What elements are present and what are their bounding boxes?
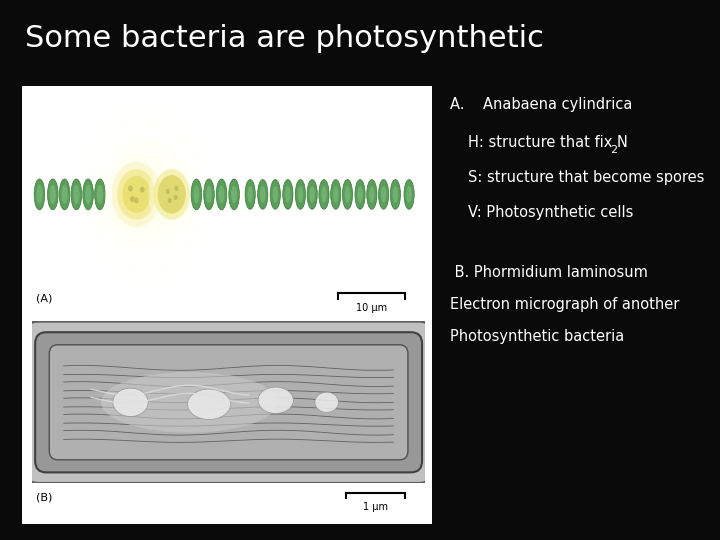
Ellipse shape — [73, 185, 79, 204]
Ellipse shape — [166, 189, 170, 194]
Ellipse shape — [283, 179, 293, 209]
Ellipse shape — [204, 179, 215, 210]
Ellipse shape — [91, 119, 201, 269]
Ellipse shape — [48, 179, 58, 210]
Ellipse shape — [231, 185, 237, 203]
Ellipse shape — [307, 179, 318, 209]
Ellipse shape — [61, 185, 68, 204]
Text: H: H — [133, 119, 140, 128]
Ellipse shape — [96, 185, 103, 204]
Ellipse shape — [258, 387, 293, 414]
Ellipse shape — [134, 197, 139, 204]
Ellipse shape — [379, 179, 389, 209]
Ellipse shape — [153, 169, 190, 220]
Ellipse shape — [315, 392, 338, 413]
Ellipse shape — [319, 179, 329, 209]
Ellipse shape — [85, 185, 91, 204]
Ellipse shape — [404, 179, 414, 209]
Ellipse shape — [392, 186, 398, 202]
Ellipse shape — [258, 179, 268, 209]
Ellipse shape — [78, 101, 215, 288]
Ellipse shape — [158, 175, 186, 214]
Ellipse shape — [216, 179, 227, 210]
Ellipse shape — [71, 179, 81, 210]
Ellipse shape — [101, 372, 278, 433]
Ellipse shape — [321, 186, 327, 202]
Ellipse shape — [330, 179, 341, 209]
Ellipse shape — [219, 185, 225, 203]
Ellipse shape — [245, 179, 256, 209]
Ellipse shape — [113, 388, 148, 416]
Ellipse shape — [229, 179, 239, 210]
Text: Photosynthetic bacteria: Photosynthetic bacteria — [450, 329, 624, 345]
Ellipse shape — [174, 186, 179, 191]
Ellipse shape — [270, 179, 280, 209]
Ellipse shape — [191, 179, 202, 210]
FancyBboxPatch shape — [49, 345, 408, 460]
FancyBboxPatch shape — [35, 332, 422, 472]
Ellipse shape — [357, 186, 363, 202]
Text: H: structure that fix N: H: structure that fix N — [468, 135, 628, 150]
Ellipse shape — [107, 141, 186, 248]
Ellipse shape — [390, 179, 400, 209]
Ellipse shape — [406, 186, 412, 202]
Text: 1 μm: 1 μm — [364, 502, 388, 512]
Ellipse shape — [187, 389, 230, 420]
Ellipse shape — [345, 186, 350, 202]
Text: Some bacteria are photosynthetic: Some bacteria are photosynthetic — [25, 24, 544, 53]
Ellipse shape — [50, 185, 56, 204]
Ellipse shape — [248, 186, 253, 202]
Text: (A): (A) — [36, 294, 53, 303]
Ellipse shape — [148, 161, 195, 227]
Ellipse shape — [285, 186, 291, 202]
Ellipse shape — [369, 186, 374, 202]
Text: V: V — [272, 119, 279, 128]
Ellipse shape — [36, 185, 42, 204]
Ellipse shape — [310, 186, 315, 202]
Text: (B): (B) — [36, 492, 53, 503]
Ellipse shape — [206, 185, 212, 203]
Ellipse shape — [117, 154, 176, 234]
Ellipse shape — [333, 186, 338, 202]
Text: A.    Anabaena cylindrica: A. Anabaena cylindrica — [450, 97, 632, 112]
Text: S: S — [168, 119, 174, 128]
Ellipse shape — [130, 196, 135, 202]
FancyBboxPatch shape — [24, 321, 433, 483]
Ellipse shape — [140, 187, 145, 193]
Ellipse shape — [174, 195, 178, 200]
Text: B. Phormidium laminosum: B. Phormidium laminosum — [450, 265, 648, 280]
Text: S: structure that become spores: S: structure that become spores — [468, 170, 704, 185]
Ellipse shape — [117, 169, 156, 220]
Text: V: Photosynthetic cells: V: Photosynthetic cells — [468, 205, 634, 220]
Text: 2: 2 — [611, 145, 618, 155]
Ellipse shape — [94, 179, 105, 210]
Ellipse shape — [343, 179, 353, 209]
Ellipse shape — [168, 198, 171, 203]
Ellipse shape — [273, 186, 278, 202]
Ellipse shape — [194, 185, 199, 203]
Text: Electron micrograph of another: Electron micrograph of another — [450, 297, 680, 312]
Ellipse shape — [128, 186, 133, 192]
Ellipse shape — [122, 176, 150, 213]
Ellipse shape — [105, 153, 168, 236]
Ellipse shape — [366, 179, 377, 209]
Ellipse shape — [59, 179, 70, 210]
Ellipse shape — [297, 186, 303, 202]
Ellipse shape — [381, 186, 387, 202]
Ellipse shape — [112, 161, 161, 227]
Text: 10 μm: 10 μm — [356, 303, 387, 313]
Ellipse shape — [355, 179, 365, 209]
Ellipse shape — [83, 179, 94, 210]
Ellipse shape — [260, 186, 266, 202]
Ellipse shape — [34, 179, 45, 210]
Ellipse shape — [295, 179, 305, 209]
